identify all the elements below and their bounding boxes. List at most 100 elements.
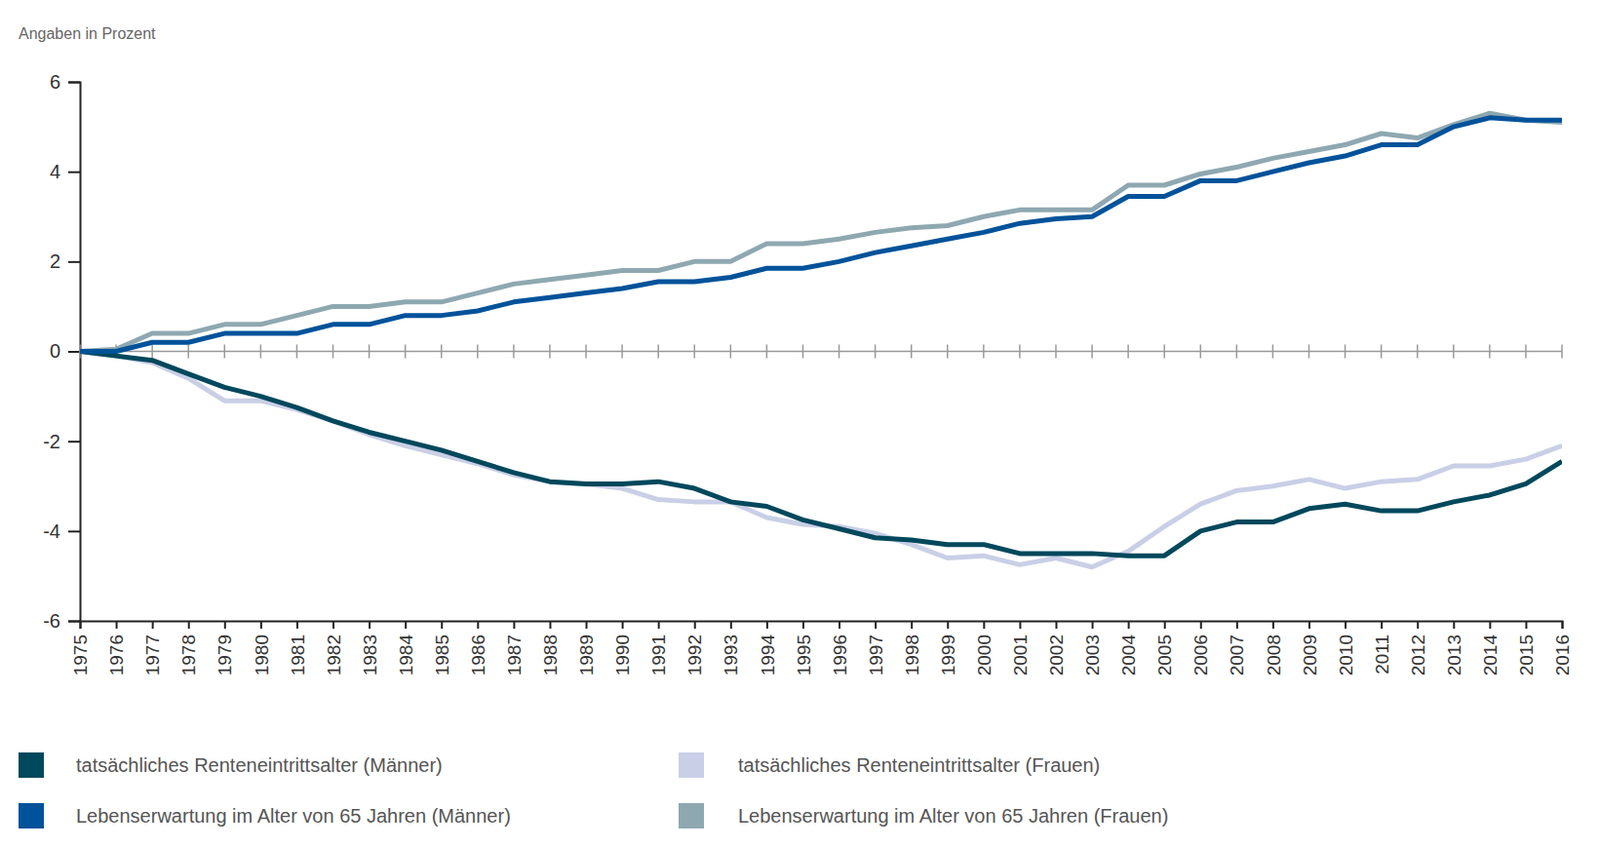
x-tick-label: 2000 [974,634,995,676]
x-tick-mark [1524,621,1527,629]
series-line [79,117,1562,352]
zero-line-tick [296,345,299,359]
zero-line-tick [874,345,877,359]
x-tick: 1984 [395,621,417,676]
y-tick: 6 [49,71,80,93]
y-tick-label: 2 [49,250,61,273]
x-tick: 2008 [1263,621,1285,676]
x-tick: 2006 [1190,621,1211,676]
x-tick-label: 2011 [1371,634,1393,675]
x-tick-label: 1991 [648,634,669,676]
x-tick-mark [440,621,443,629]
x-tick-mark [1272,621,1275,629]
x-tick: 1997 [865,621,887,676]
zero-line-tick [1236,345,1239,359]
x-tick: 2011 [1371,621,1393,675]
x-tick: 1990 [612,621,633,676]
legend-label: tatsächliches Renteneintrittsalter (Männ… [76,754,443,777]
x-tick-mark [224,621,227,629]
x-tick-mark [260,621,263,629]
y-axis-line [68,82,81,623]
x-tick-label: 1997 [865,634,887,676]
zero-line-tick [512,345,515,359]
x-tick: 2004 [1118,621,1139,676]
y-tick-mark [68,81,80,84]
y-tick-mark [68,351,80,353]
legend-item: Lebenserwartung im Alter von 65 Jahren (… [18,803,511,829]
zero-line-tick [1524,345,1527,359]
x-tick-label: 1976 [106,634,127,676]
x-tick: 2012 [1407,621,1429,676]
x-tick-mark [548,621,551,629]
x-tick: 2013 [1443,621,1465,676]
x-tick: 1982 [323,621,345,676]
x-tick: 1987 [504,621,525,676]
x-tick-mark [622,621,625,629]
zero-line-tick [224,345,227,359]
x-tick-mark [874,621,877,629]
x-tick-mark [476,621,479,629]
x-tick-mark [512,621,515,629]
x-tick: 1977 [142,621,163,676]
x-tick-label: 2016 [1552,634,1573,676]
x-tick-label: 1988 [540,634,561,676]
x-tick-label: 2001 [1010,634,1031,676]
plot: -6-4-20246197519761977197819791980198119… [42,71,1573,676]
x-tick-mark [730,621,733,629]
x-tick-label: 1992 [684,634,705,676]
y-tick-mark [68,440,80,443]
x-tick-mark [694,621,697,629]
zero-line-tick [910,345,913,359]
x-tick: 2002 [1046,621,1067,676]
x-tick-label: 2009 [1299,634,1321,676]
legend-swatch [678,803,704,829]
legend-item: tatsächliches Renteneintrittsalter (Männ… [18,752,443,779]
legend: tatsächliches Renteneintrittsalter (Männ… [18,752,1169,829]
x-tick-label: 1977 [142,634,163,676]
zero-line-tick [657,345,660,359]
legend-swatch [678,752,704,779]
x-tick-label: 2012 [1407,634,1429,676]
x-tick-mark [368,621,371,629]
x-tick-mark [1236,621,1239,629]
x-tick: 1981 [287,621,309,676]
x-tick: 2010 [1335,621,1357,676]
x-tick: 2001 [1010,621,1031,676]
x-tick-label: 1993 [720,634,742,676]
zero-line-tick [1380,345,1383,359]
x-tick: 1986 [468,621,489,676]
x-tick-label: 1983 [359,634,381,676]
zero-line-tick [766,345,769,359]
x-tick-label: 1987 [504,634,525,676]
legend-item: Lebenserwartung im Alter von 65 Jahren (… [678,803,1169,829]
x-tick: 1999 [937,621,959,676]
x-tick-label: 1990 [612,634,633,676]
zero-line-group [79,345,1562,359]
x-tick: 2003 [1082,621,1103,676]
x-tick: 1979 [214,621,235,676]
x-tick-label: 1986 [468,634,489,676]
x-tick-mark [1308,621,1311,629]
zero-line-tick [187,345,190,359]
y-tick: 4 [49,160,80,183]
x-tick-mark [296,621,299,629]
zero-line-tick [368,345,371,359]
x-tick-label: 2010 [1335,634,1357,676]
x-tick-mark [1561,621,1564,629]
x-tick: 2007 [1226,621,1248,676]
zero-line-tick [548,345,551,359]
zero-line-tick [585,345,587,359]
x-tick-mark [585,621,588,629]
x-axis-line [80,622,1563,630]
x-tick-label: 1995 [793,634,815,676]
legend-label: Lebenserwartung im Alter von 65 Jahren (… [738,805,1169,827]
x-tick: 2005 [1154,621,1175,676]
zero-line-tick [1091,345,1093,359]
y-tick-label: -6 [42,610,61,632]
x-tick: 1985 [431,621,453,676]
x-tick: 1978 [178,621,199,676]
zero-line-tick [802,345,805,359]
legend-label: Lebenserwartung im Alter von 65 Jahren (… [76,805,511,827]
x-tick-mark [838,621,841,629]
y-tick-label: 6 [49,71,61,93]
